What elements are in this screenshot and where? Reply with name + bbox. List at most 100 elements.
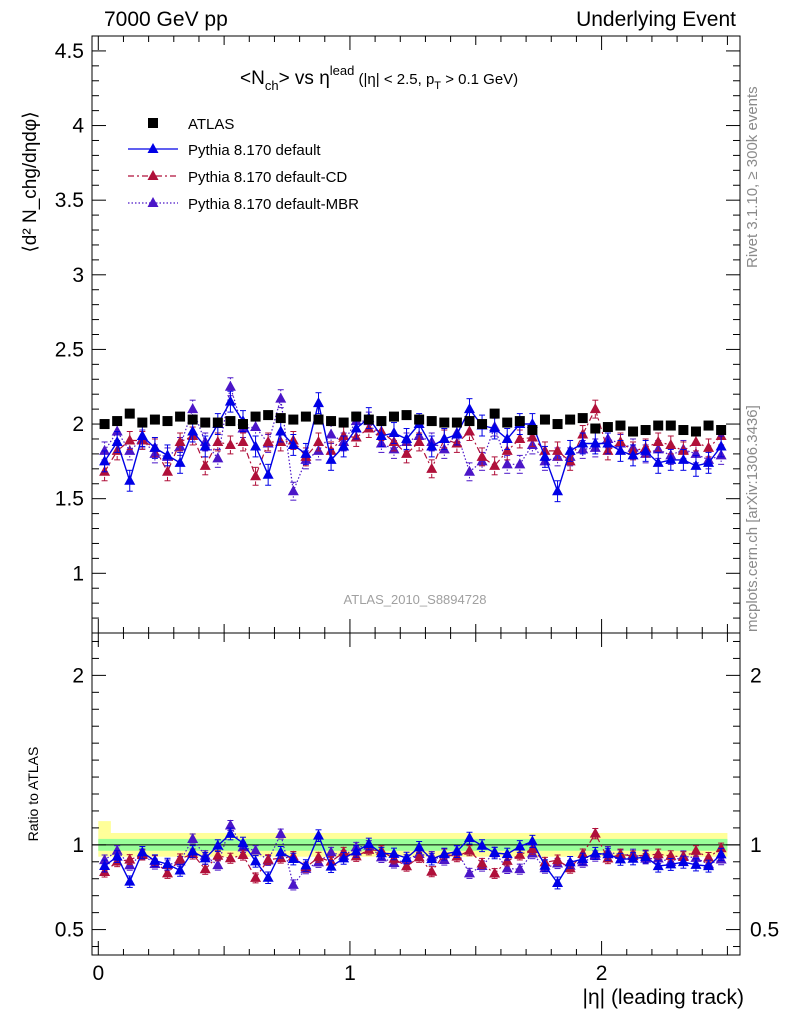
point-default (224, 827, 236, 838)
point-default (275, 425, 287, 436)
y-tick-label-bottom-right: 1 (750, 834, 762, 857)
point-default (589, 437, 601, 448)
point-data (338, 417, 349, 428)
x-tick-label: 1 (344, 962, 356, 985)
point-cd (212, 435, 224, 446)
point-default (388, 847, 400, 858)
y-tick-label-top: 4 (72, 115, 84, 138)
point-cd (161, 867, 173, 878)
series-data-main (99, 408, 727, 437)
point-default (161, 858, 173, 869)
point-cd (703, 441, 715, 452)
point-data (187, 414, 198, 425)
point-data (527, 425, 538, 436)
point-cd (124, 853, 136, 864)
title-sup-lead: lead (330, 63, 355, 78)
point-default (262, 468, 274, 479)
point-data (200, 417, 211, 428)
point-default (715, 440, 727, 451)
y-tick-label-bottom-right: 2 (750, 664, 762, 687)
point-data (124, 408, 135, 419)
point-default (275, 846, 287, 857)
point-cd (426, 865, 438, 876)
ratio-band-total-edge (98, 821, 111, 833)
point-default (703, 860, 715, 871)
point-cd (526, 843, 538, 854)
point-data (602, 422, 613, 433)
point-data (628, 426, 639, 437)
point-default (224, 395, 236, 406)
point-cd (161, 465, 173, 476)
point-default (564, 444, 576, 455)
point-data (665, 420, 676, 431)
point-default (589, 847, 601, 858)
point-cd (262, 435, 274, 446)
point-cd (262, 853, 274, 864)
point-default (149, 441, 161, 452)
point-data (313, 414, 324, 425)
point-default (677, 453, 689, 464)
point-default (665, 858, 677, 869)
point-cd (665, 849, 677, 860)
point-data (275, 413, 286, 424)
point-default (401, 852, 413, 863)
point-default (111, 850, 123, 861)
point-default (401, 432, 413, 443)
point-cd (174, 435, 186, 446)
point-data (376, 416, 387, 427)
point-mbr (250, 421, 262, 432)
y-tick-label-top: 2.5 (55, 338, 84, 361)
point-cd (514, 848, 526, 859)
point-default (501, 848, 513, 859)
legend-marker-default (147, 143, 159, 153)
point-default (199, 440, 211, 451)
point-default (451, 845, 463, 856)
point-data (653, 420, 664, 431)
point-data (552, 419, 563, 430)
point-cd (514, 432, 526, 443)
point-cd (463, 844, 475, 855)
point-cd (589, 827, 601, 838)
point-data (451, 417, 462, 428)
title-sub-t: T (434, 80, 441, 92)
point-default (375, 847, 387, 858)
point-default (199, 852, 211, 863)
point-mbr (250, 844, 262, 855)
point-mbr (111, 844, 123, 855)
point-default (652, 860, 664, 871)
y-tick-label-top: 3.5 (55, 189, 84, 212)
point-mbr (325, 428, 337, 439)
point-cd (401, 447, 413, 458)
y-axis-label-bottom: Ratio to ATLAS (25, 747, 41, 842)
point-data (477, 419, 488, 430)
point-default (287, 853, 299, 864)
point-cd (199, 863, 211, 874)
point-data (703, 420, 714, 431)
point-default (250, 855, 262, 866)
point-cd (174, 852, 186, 863)
point-cd (338, 429, 350, 440)
point-default (124, 474, 136, 485)
point-default (690, 858, 702, 869)
point-default (237, 837, 249, 848)
point-default (161, 449, 173, 460)
point-default (375, 429, 387, 440)
point-default (526, 835, 538, 846)
point-mbr (275, 828, 287, 839)
point-cd (526, 431, 538, 442)
point-default (136, 846, 148, 857)
x-tick-label: 2 (596, 962, 608, 985)
point-default (640, 444, 652, 455)
point-mbr (501, 862, 513, 873)
point-mbr (111, 425, 123, 436)
point-default (715, 848, 727, 859)
point-data (149, 414, 160, 425)
point-data (590, 423, 601, 434)
point-default (174, 864, 186, 875)
point-default (136, 429, 148, 440)
y-tick-label-top: 1.5 (55, 488, 84, 511)
point-data (565, 414, 576, 425)
point-data (414, 414, 425, 425)
series-default-ratio (99, 827, 727, 890)
point-data (263, 410, 274, 421)
